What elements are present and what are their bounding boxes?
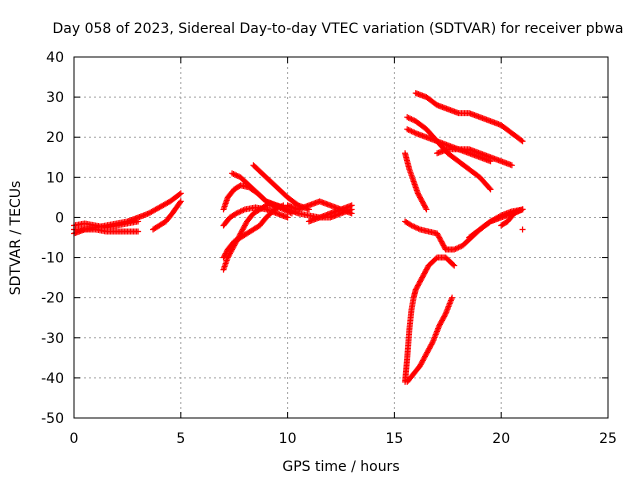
series-arc-mid-7 [284, 198, 355, 217]
data-point [518, 137, 525, 144]
series-arc-late-10 [498, 206, 526, 229]
y-tick-label: 20 [46, 130, 64, 146]
data-point [519, 206, 526, 213]
data-point [451, 262, 458, 269]
data-point [135, 218, 142, 225]
data-point [177, 190, 184, 197]
y-tick-label: 0 [55, 210, 64, 226]
y-tick-label: 30 [46, 90, 64, 106]
x-axis-title: GPS time / hours [282, 459, 399, 475]
x-tick-label: 15 [385, 431, 403, 447]
plot-frame [73, 56, 609, 419]
y-tick-label: -30 [41, 331, 64, 347]
series-arc-late-5 [434, 146, 494, 165]
data-point [135, 228, 142, 235]
series-arc-late-9 [404, 294, 456, 385]
series-layer [71, 90, 526, 385]
series-arc-early-4 [150, 198, 184, 233]
data-point [487, 186, 494, 193]
data-point [177, 198, 184, 205]
data-point [450, 261, 457, 268]
y-tick-label: -10 [41, 251, 64, 267]
data-point [508, 162, 515, 169]
x-tick-label: 5 [176, 431, 185, 447]
data-point [176, 199, 183, 206]
series-arc-late-1 [402, 150, 430, 213]
grid [74, 57, 608, 418]
data-point [519, 138, 526, 145]
data-point [423, 206, 430, 213]
x-tick-label: 25 [599, 431, 617, 447]
y-tick-label: -40 [41, 371, 64, 387]
x-tick-label: 10 [279, 431, 297, 447]
data-point [284, 214, 291, 221]
y-tick-label: 10 [46, 170, 64, 186]
series-arc-late-4 [412, 90, 526, 145]
y-tick-labels: -50 -40 -30 -20 -10 0 10 20 30 40 [41, 50, 64, 427]
y-tick-label: -50 [41, 411, 64, 427]
x-tick-labels: 0 5 10 15 20 25 [70, 431, 617, 447]
y-tick-label: 40 [46, 50, 64, 66]
data-point [441, 312, 448, 319]
y-axis-title: SDTVAR / TECUs [8, 181, 24, 296]
chart-title: Day 058 of 2023, Sidereal Day-to-day VTE… [52, 21, 623, 37]
data-point [348, 210, 355, 217]
axis-ticks [73, 56, 609, 419]
data-point [449, 294, 456, 301]
series-arc-mid-8 [305, 202, 355, 225]
series-arc-mid-3 [220, 204, 291, 229]
data-point [487, 158, 494, 165]
series-arc-early-2 [71, 218, 142, 231]
data-point [486, 185, 493, 192]
data-point [422, 205, 429, 212]
x-tick-label: 0 [70, 431, 79, 447]
data-point [288, 210, 295, 217]
data-point [519, 226, 526, 233]
series-arc-mid-5 [229, 170, 295, 217]
series-arc-late-8 [402, 254, 458, 385]
series-arc-late-11 [519, 226, 526, 233]
y-tick-label: -20 [41, 291, 64, 307]
data-point [429, 340, 436, 347]
x-tick-label: 20 [492, 431, 510, 447]
data-point [176, 191, 183, 198]
data-point [348, 202, 355, 209]
